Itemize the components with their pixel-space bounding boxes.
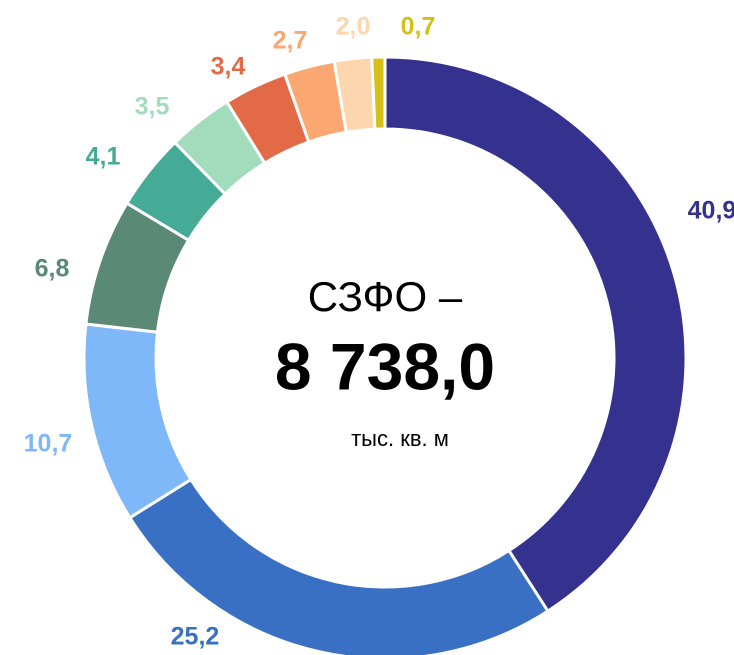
value-label: 25,2 (171, 623, 220, 651)
value-label: 6,8 (35, 255, 70, 283)
value-label: 3,5 (135, 93, 170, 121)
center-value: 8 738,0 (275, 329, 495, 403)
value-label: 2,0 (336, 13, 371, 41)
donut-segment (82, 322, 193, 520)
value-label: 4,1 (86, 143, 121, 171)
donut-segment (370, 55, 387, 131)
center-unit: тыс. кв. м (351, 426, 449, 451)
value-label: 2,7 (273, 27, 308, 55)
center-title: СЗФО – (308, 273, 463, 320)
value-label: 40,9 (688, 197, 734, 225)
value-label: 3,4 (211, 53, 246, 81)
value-label: 10,7 (24, 430, 73, 458)
value-label: 0,7 (401, 13, 436, 41)
donut-segment (383, 55, 688, 614)
